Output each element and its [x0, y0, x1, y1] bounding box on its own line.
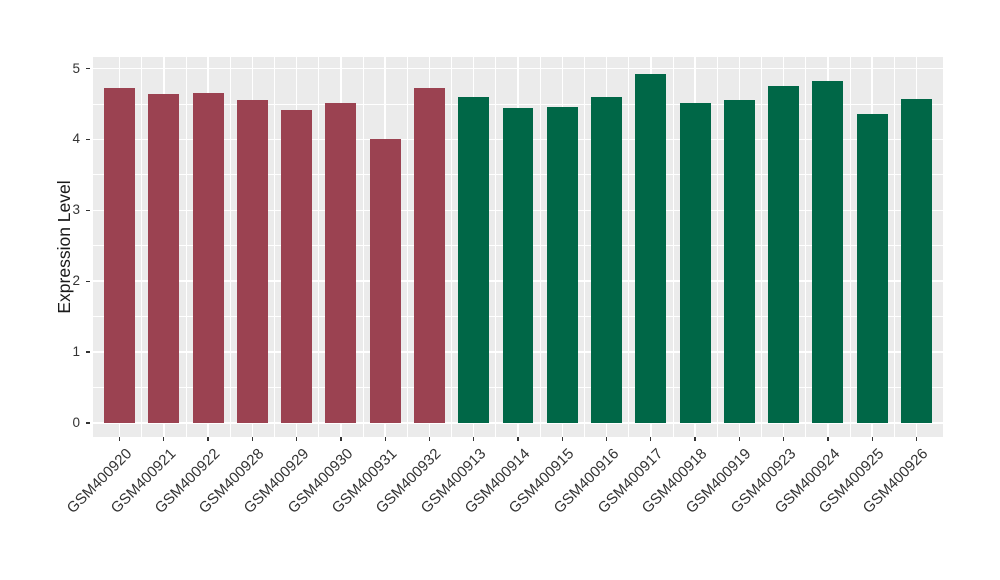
x-axis-tick	[915, 437, 918, 441]
plot-panel	[93, 57, 943, 437]
x-gridline-minor	[628, 57, 630, 437]
x-axis-tick	[561, 437, 563, 441]
x-axis-tick	[118, 437, 121, 441]
y-axis-tick	[85, 422, 90, 424]
y-axis-tick	[85, 67, 90, 70]
x-axis-tick	[605, 437, 608, 441]
bar-GSM400924	[812, 81, 844, 423]
y-tick-label: 5	[72, 60, 80, 76]
x-gridline-minor	[141, 57, 143, 437]
x-gridline-minor	[893, 57, 895, 437]
x-axis-tick	[428, 437, 431, 441]
y-axis-tick	[85, 209, 90, 211]
bar-GSM400929	[281, 109, 313, 423]
x-gridline-minor	[761, 57, 762, 437]
x-gridline-minor	[274, 57, 275, 437]
x-gridline-minor	[805, 57, 807, 437]
x-axis-tick	[871, 437, 873, 441]
bar-GSM400931	[369, 139, 401, 423]
bar-GSM400920	[104, 87, 136, 423]
x-axis-tick	[207, 437, 209, 441]
bar-GSM400925	[856, 113, 888, 423]
bar-GSM400918	[679, 102, 711, 423]
x-gridline-minor	[672, 57, 674, 437]
x-gridline-minor	[849, 57, 851, 437]
y-tick-label: 3	[72, 202, 80, 218]
y-axis-tick	[85, 351, 90, 353]
bar-GSM400923	[768, 86, 800, 423]
bar-GSM400932	[413, 88, 445, 423]
x-gridline-minor	[318, 57, 320, 437]
bar-GSM400922	[192, 93, 224, 423]
x-axis-tick	[340, 437, 342, 441]
x-gridline-minor	[451, 57, 452, 437]
y-tick-label: 4	[72, 131, 80, 147]
y-axis-tick	[85, 280, 90, 282]
bar-GSM400914	[502, 108, 534, 423]
x-gridline-minor	[406, 57, 408, 437]
y-tick-label: 0	[72, 415, 80, 430]
x-gridline-minor	[362, 57, 364, 437]
x-axis-tick	[163, 437, 165, 441]
x-axis-tick	[473, 437, 475, 441]
x-axis-tick	[782, 437, 785, 441]
x-axis-tick	[694, 437, 696, 441]
bar-GSM400915	[546, 107, 578, 423]
x-axis-tick	[650, 437, 652, 441]
y-tick-label: 2	[72, 273, 80, 289]
bar-GSM400928	[236, 100, 268, 423]
bar-GSM400930	[325, 102, 357, 423]
x-axis-tick	[827, 437, 829, 441]
bar-GSM400926	[900, 98, 932, 423]
x-axis-tick	[517, 437, 519, 441]
bar-GSM400913	[458, 96, 490, 423]
x-axis-tick	[251, 437, 254, 441]
x-gridline-minor	[185, 57, 187, 437]
x-gridline-minor	[229, 57, 231, 437]
x-gridline-minor	[495, 57, 497, 437]
bar-GSM400916	[591, 96, 623, 423]
x-gridline-minor	[539, 57, 541, 437]
x-axis-tick	[738, 437, 740, 441]
y-tick-label: 1	[72, 344, 80, 360]
x-gridline-minor	[584, 57, 585, 437]
x-gridline-minor	[716, 57, 718, 437]
x-axis-tick	[295, 437, 298, 441]
bar-GSM400917	[635, 74, 667, 423]
bar-GSM400921	[148, 94, 180, 423]
bar-GSM400919	[723, 99, 755, 423]
x-axis-tick	[384, 437, 386, 441]
y-axis-tick	[85, 138, 90, 141]
